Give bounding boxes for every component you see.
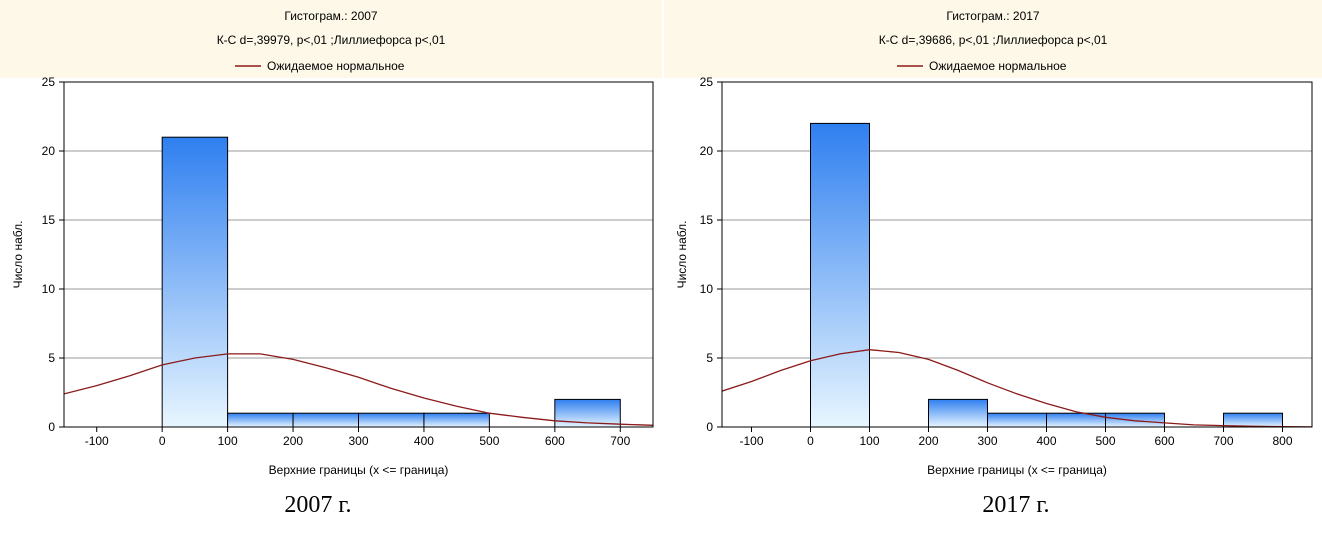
- chart-legend: Ожидаемое нормальное: [897, 59, 1067, 73]
- chart-header-background: [0, 0, 662, 78]
- histogram-bar: [1105, 412, 1165, 427]
- x-tick-label: 400: [414, 434, 434, 448]
- x-tick-label: 100: [859, 434, 879, 448]
- x-axis-label: Верхние границы (x <= граница): [269, 463, 449, 477]
- y-tick-label: 0: [706, 420, 713, 434]
- chart-legend: Ожидаемое нормальное: [235, 59, 405, 73]
- y-axis-label: Число набл.: [675, 221, 689, 289]
- y-tick-label: 25: [42, 75, 56, 89]
- x-tick-label: 100: [218, 434, 238, 448]
- bars-group: [810, 122, 1283, 427]
- y-tick-label: 25: [700, 75, 714, 89]
- histogram-2017-chart: Гистограм.: 2017 К-С d=,39686, p<,01 ;Лил…: [664, 0, 1322, 477]
- histogram-2007-chart: Гистограм.: 2007 К-С d=,39979, p<,01 ;Лил…: [0, 0, 662, 477]
- histogram-bar: [227, 412, 294, 427]
- x-tick-label: 800: [1272, 434, 1292, 448]
- histogram-2007-panel: Гистограм.: 2007 К-С d=,39979, p<,01 ;Лил…: [0, 0, 662, 480]
- x-tick-label: 300: [348, 434, 368, 448]
- x-tick-label: 200: [918, 434, 938, 448]
- expected-normal-curve: [722, 349, 1312, 427]
- chart-title: Гистограм.: 2017: [946, 9, 1040, 23]
- y-tick-label: 15: [700, 213, 714, 227]
- x-tick-label: 500: [479, 434, 499, 448]
- caption-2017: 2017 г.: [982, 492, 1050, 518]
- plot-frame: [721, 81, 1313, 428]
- y-tick-label: 5: [706, 351, 713, 365]
- x-tick-label: 400: [1036, 434, 1056, 448]
- y-tick-label: 20: [700, 144, 714, 158]
- x-tick-label: 700: [1213, 434, 1233, 448]
- legend-label: Ожидаемое нормальное: [929, 59, 1067, 73]
- histogram-bar: [161, 136, 229, 427]
- expected-normal-curve: [64, 353, 653, 426]
- x-tick-label: -100: [85, 434, 109, 448]
- y-tick-label: 10: [700, 282, 714, 296]
- histogram-bar: [928, 398, 988, 427]
- chart-title: Гистограм.: 2007: [284, 9, 378, 23]
- chart-subtitle: К-С d=,39686, p<,01 ;Лиллиефорса p<,01: [879, 33, 1108, 47]
- legend-label: Ожидаемое нормальное: [267, 59, 405, 73]
- x-tick-label: 0: [807, 434, 814, 448]
- chart-header-background: [664, 0, 1322, 78]
- y-tick-label: 5: [48, 351, 55, 365]
- y-tick-label: 15: [42, 213, 56, 227]
- y-tick-label: 0: [48, 420, 55, 434]
- y-axis-label: Число набл.: [11, 221, 25, 289]
- histogram-bar: [423, 412, 490, 427]
- histogram-2017-panel: Гистограм.: 2017 К-С d=,39686, p<,01 ;Лил…: [664, 0, 1322, 480]
- caption-2007: 2007 г.: [284, 492, 352, 518]
- y-tick-label: 20: [42, 144, 56, 158]
- histogram-bar: [810, 122, 870, 427]
- x-tick-label: 500: [1095, 434, 1115, 448]
- histogram-bar: [358, 412, 425, 427]
- plot-area: [64, 82, 653, 427]
- x-axis-label: Верхние границы (x <= граница): [927, 463, 1107, 477]
- chart-subtitle: К-С d=,39979, p<,01 ;Лиллиефорса p<,01: [217, 33, 446, 47]
- histogram-bar: [987, 412, 1047, 427]
- x-tick-label: 300: [977, 434, 997, 448]
- x-tick-label: 200: [283, 434, 303, 448]
- histogram-bar: [1223, 412, 1283, 427]
- x-tick-label: -100: [739, 434, 763, 448]
- y-tick-label: 10: [42, 282, 56, 296]
- x-tick-label: 600: [545, 434, 565, 448]
- x-tick-label: 600: [1154, 434, 1174, 448]
- histogram-bar: [292, 412, 359, 427]
- x-tick-label: 700: [610, 434, 630, 448]
- x-tick-label: 0: [159, 434, 166, 448]
